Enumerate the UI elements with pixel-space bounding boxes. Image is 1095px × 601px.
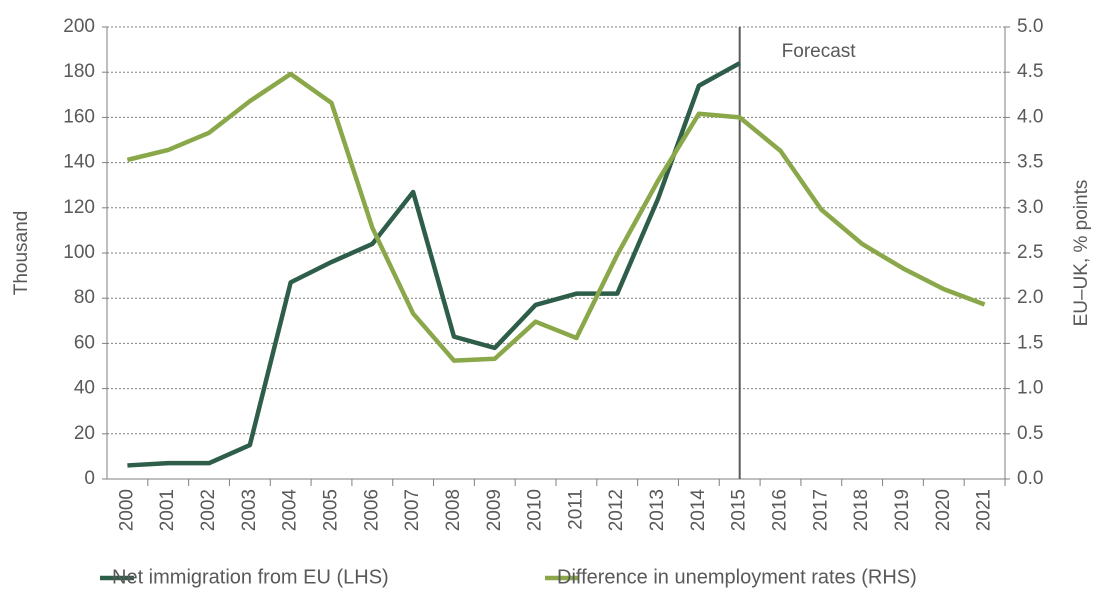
y2-tick-label: 0.5 (1017, 423, 1043, 444)
y-tick-label: 0 (84, 468, 95, 489)
y2-axis-label: EU–UK, % points (1071, 180, 1092, 327)
x-tick-label: 2003 (239, 489, 260, 531)
y-tick-label: 60 (74, 332, 95, 353)
y2-tick-label: 4.0 (1017, 106, 1043, 127)
x-tick-label: 2017 (810, 489, 831, 531)
x-tick-label: 2010 (525, 489, 546, 531)
legend-label: Difference in unemployment rates (RHS) (557, 566, 917, 588)
y2-tick-label: 3.5 (1017, 152, 1043, 173)
legend-label: Net immigration from EU (LHS) (112, 566, 389, 588)
series-line (126, 71, 986, 363)
y2-tick-label: 4.5 (1017, 61, 1043, 82)
x-tick-label: 2005 (321, 489, 342, 531)
y2-tick-label: 2.0 (1017, 287, 1043, 308)
x-tick-label: 2008 (443, 489, 464, 531)
x-tick-label: 2002 (198, 489, 219, 531)
y-tick-label: 120 (63, 197, 95, 218)
x-tick-label: 2009 (484, 489, 505, 531)
x-tick-label: 2018 (851, 489, 872, 531)
y2-tick-label: 1.5 (1017, 332, 1043, 353)
x-tick-label: 2011 (565, 489, 586, 530)
x-tick-label: 2012 (606, 489, 627, 531)
y-tick-label: 140 (63, 152, 95, 173)
y-tick-label: 80 (74, 287, 95, 308)
y-tick-label: 20 (74, 423, 95, 444)
x-tick-label: 2013 (647, 489, 668, 531)
x-tick-label: 2020 (933, 489, 954, 531)
x-tick-label: 2001 (157, 489, 178, 531)
y-tick-label: 200 (63, 16, 95, 37)
y-axis-label: Thousand (11, 211, 32, 296)
x-tick-label: 2021 (974, 489, 995, 531)
annotation: Forecast (782, 41, 857, 62)
y2-tick-label: 1.0 (1017, 378, 1043, 399)
x-tick-label: 2014 (688, 489, 709, 532)
x-tick-label: 2007 (402, 489, 423, 531)
y-tick-label: 100 (63, 242, 95, 263)
x-tick-label: 2019 (892, 489, 913, 531)
y2-tick-label: 5.0 (1017, 16, 1043, 37)
y2-tick-label: 3.0 (1017, 197, 1043, 218)
series-line (127, 61, 741, 468)
y-tick-label: 40 (74, 378, 95, 399)
x-tick-label: 2016 (770, 489, 791, 531)
y-tick-label: 180 (63, 61, 95, 82)
y2-tick-label: 2.5 (1017, 242, 1043, 263)
x-tick-label: 2015 (729, 489, 750, 531)
y2-tick-label: 0.0 (1017, 468, 1043, 489)
x-tick-label: 2000 (116, 489, 137, 531)
x-tick-label: 2006 (361, 489, 382, 531)
y-tick-label: 160 (63, 106, 95, 127)
x-tick-label: 2004 (280, 489, 301, 532)
